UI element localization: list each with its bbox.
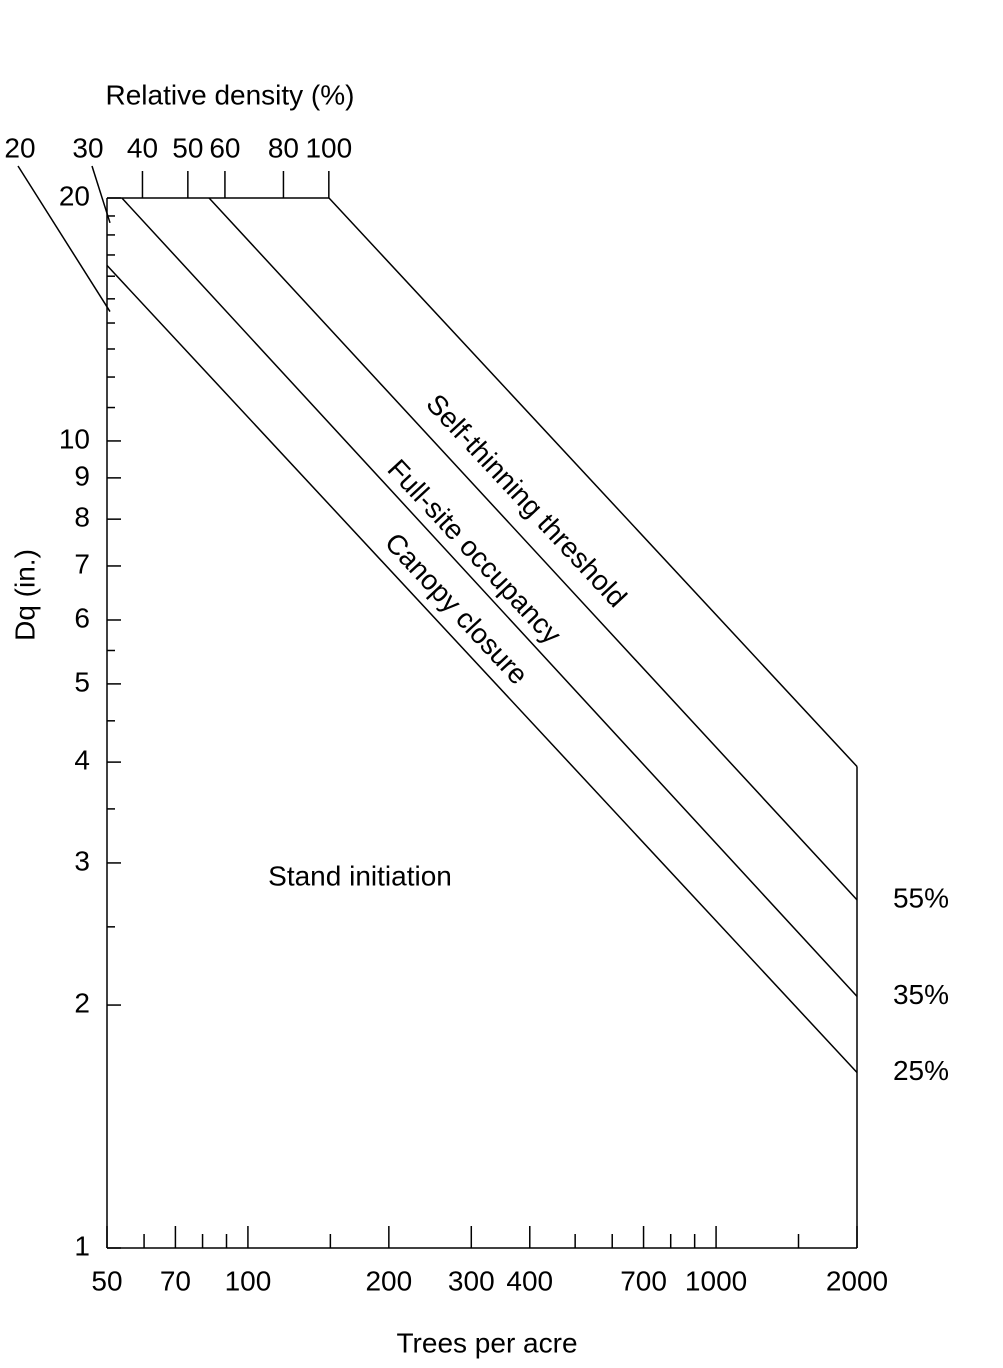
x2-tick-label: 30: [72, 132, 103, 163]
x2-axis-label: Relative density (%): [106, 79, 355, 110]
y-tick-label: 3: [74, 845, 90, 876]
x2-tick-label: 40: [127, 132, 158, 163]
line: [121, 197, 858, 997]
leader-line: [17, 165, 111, 312]
y-tick-label: 4: [74, 744, 90, 775]
line-label: Self-thinning threshold: [420, 388, 632, 613]
y-tick-label: 2: [74, 987, 90, 1018]
x-tick-label: 200: [365, 1265, 412, 1296]
y-tick-label: 20: [59, 180, 90, 211]
x-tick-label: 700: [620, 1265, 667, 1296]
y-tick-label: 8: [74, 502, 90, 533]
y-tick-label: 10: [59, 423, 90, 454]
end-label: 55%: [893, 882, 949, 913]
leader-line: [91, 165, 111, 224]
end-label: 25%: [893, 1055, 949, 1086]
y-tick-label: 6: [74, 602, 90, 633]
x2-tick-label: 20: [4, 132, 35, 163]
annotation: Stand initiation: [268, 860, 452, 891]
x2-tick-label: 60: [209, 132, 240, 163]
y-axis-label: Dq (in.): [9, 549, 40, 641]
x-tick-label: 100: [225, 1265, 272, 1296]
y-tick-label: 5: [74, 666, 90, 697]
line: [208, 197, 858, 901]
x2-tick-label: 80: [268, 132, 299, 163]
x2-tick-label: 100: [305, 132, 352, 163]
line: [106, 264, 858, 1073]
x-tick-label: 300: [448, 1265, 495, 1296]
x2-tick-label: 50: [172, 132, 203, 163]
x-tick-label: 70: [160, 1265, 191, 1296]
x-tick-label: 50: [91, 1265, 122, 1296]
x-tick-label: 1000: [685, 1265, 747, 1296]
y-tick-label: 7: [74, 548, 90, 579]
end-label: 35%: [893, 979, 949, 1010]
x-tick-label: 400: [506, 1265, 553, 1296]
line: [328, 197, 858, 768]
x-axis-label: Trees per acre: [396, 1327, 577, 1358]
y-tick-label: 9: [74, 460, 90, 491]
y-tick-label: 1: [74, 1230, 90, 1261]
x-tick-label: 2000: [826, 1265, 888, 1296]
